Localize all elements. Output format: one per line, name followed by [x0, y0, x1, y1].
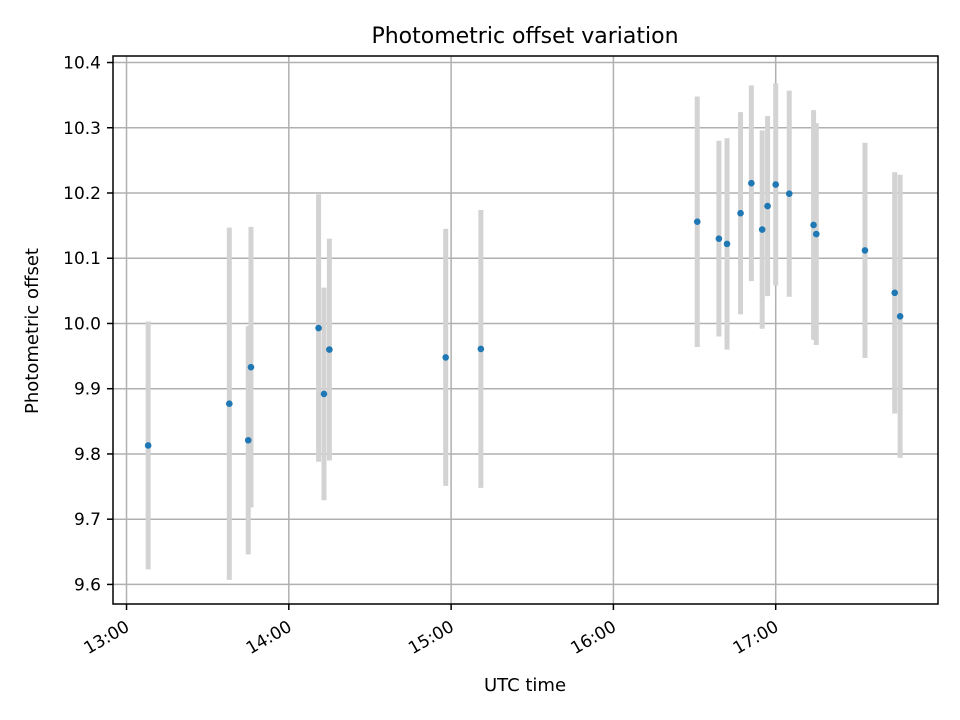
y-tick-label: 9.6 [74, 575, 101, 595]
data-point [226, 400, 233, 408]
y-tick-label: 10.0 [63, 314, 101, 334]
x-tick-label: 14:00 [243, 617, 295, 659]
data-point [772, 181, 780, 188]
data-point [785, 190, 793, 197]
y-tick-label: 9.8 [74, 445, 101, 465]
data-point [764, 202, 771, 210]
data-point [748, 179, 755, 187]
y-tick-label: 10.4 [63, 54, 101, 74]
y-tick-label: 10.1 [63, 249, 101, 269]
data-point [326, 346, 333, 353]
chart-title: Photometric offset variation [371, 24, 678, 49]
error-bars [145, 83, 903, 580]
data-point [477, 345, 485, 353]
data-point [812, 230, 820, 238]
data-point [247, 363, 255, 371]
y-tick-label: 10.3 [63, 119, 101, 139]
x-tick-label: 15:00 [405, 617, 457, 659]
y-tick-label: 9.7 [74, 510, 101, 530]
y-tick-label: 9.9 [74, 380, 101, 400]
data-point [693, 218, 701, 226]
data-point [715, 235, 723, 242]
data-point [810, 221, 817, 229]
x-tick-label: 13:00 [81, 617, 133, 659]
data-point [896, 313, 904, 320]
x-tick-label: 16:00 [567, 617, 619, 659]
data-point [320, 390, 328, 398]
x-tick-label: 17:00 [730, 617, 782, 659]
data-point [315, 324, 322, 332]
data-point [442, 354, 450, 361]
y-axis-label: Photometric offset [22, 248, 43, 414]
data-point [891, 289, 899, 297]
data-point [861, 247, 869, 254]
plot-frame [112, 55, 939, 605]
data-point [144, 442, 152, 449]
data-point [737, 209, 744, 217]
data-point [723, 240, 731, 248]
axis-ticks: 9.6 9.7 9.8 9.9 10.0 10.1 10.2 10.3 10.4 13:00 14:… [63, 54, 782, 659]
data-point [758, 226, 766, 233]
data-point [244, 436, 252, 444]
data-points [144, 179, 904, 449]
x-axis-label: UTC time [484, 675, 566, 696]
y-tick-label: 10.2 [63, 184, 101, 204]
